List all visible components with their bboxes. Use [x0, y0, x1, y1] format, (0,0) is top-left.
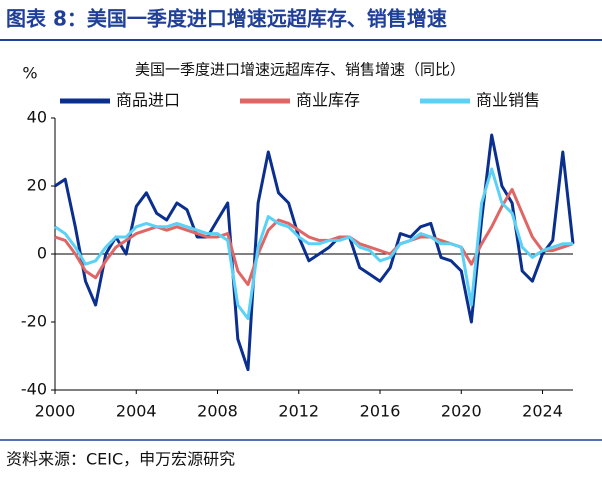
page-title: 图表 8：美国一季度进口增速远超库存、销售增速: [6, 7, 447, 31]
series-line: [54, 133, 575, 372]
y-tick-label: 40: [27, 108, 47, 127]
y-axis-label: %: [22, 64, 37, 83]
legend-label: 商业销售: [476, 91, 540, 110]
x-tick-label: 2024: [522, 402, 563, 421]
y-tick-label: 0: [37, 244, 47, 263]
x-tick-label: 2012: [278, 402, 319, 421]
source: 资料来源：CEIC，申万宏源研究: [6, 450, 235, 469]
y-tick-label: 20: [27, 176, 47, 195]
x-tick-label: 2000: [35, 402, 76, 421]
series-line: [54, 187, 574, 287]
x-tick-label: 2016: [360, 402, 401, 421]
legend-label: 商业库存: [296, 91, 360, 110]
chart-subtitle: 美国一季度进口增速远超库存、销售增速（同比）: [135, 61, 465, 79]
y-tick-label: -20: [21, 312, 47, 331]
y-tick-label: -40: [21, 380, 47, 399]
x-tick-label: 2008: [197, 402, 238, 421]
legend-label: 商品进口: [116, 91, 180, 110]
x-tick-label: 2004: [116, 402, 157, 421]
series-line: [54, 167, 573, 321]
x-tick-label: 2020: [441, 402, 482, 421]
